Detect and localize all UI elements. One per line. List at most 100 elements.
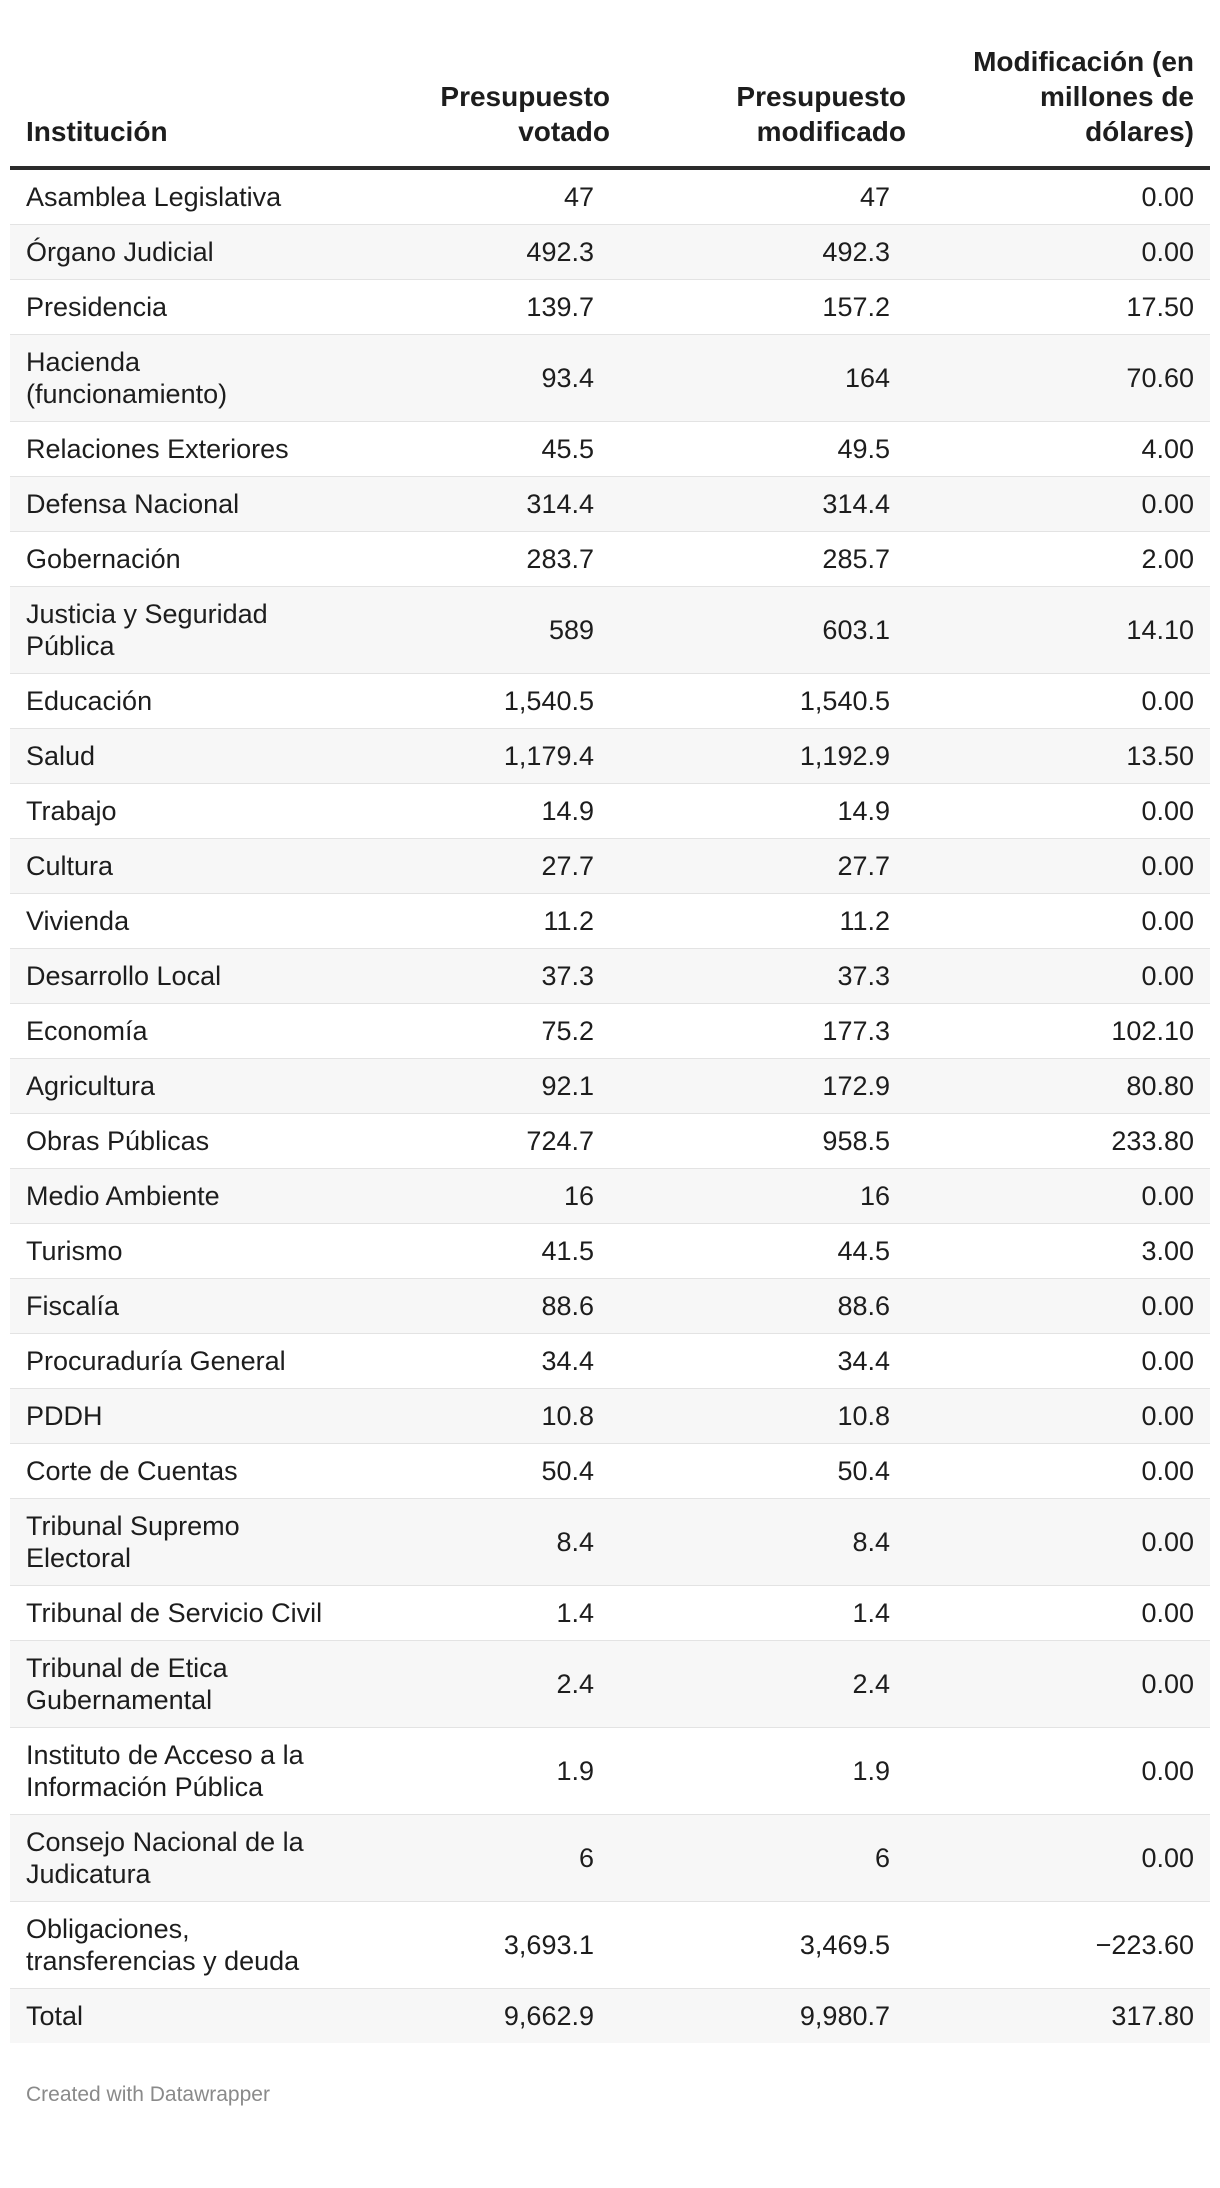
- table-row: Economía 75.2 177.3 102.10: [10, 1003, 1210, 1059]
- cell-presupuesto-modificado: 603.1: [626, 586, 922, 674]
- cell-presupuesto-modificado: 958.5: [626, 1113, 922, 1169]
- table-row: Relaciones Exteriores 45.5 49.5 4.00: [10, 421, 1210, 477]
- table-row: Desarrollo Local 37.3 37.3 0.00: [10, 948, 1210, 1004]
- cell-institucion: PDDH: [10, 1388, 390, 1444]
- cell-institucion: Economía: [10, 1003, 390, 1059]
- institution-name: Asamblea Legislativa: [26, 182, 282, 212]
- institution-name: Relaciones Exteriores: [26, 434, 289, 464]
- table-row: Tribunal de Servicio Civil 1.4 1.4 0.00: [10, 1585, 1210, 1641]
- cell-modificacion: −223.60: [922, 1901, 1210, 1989]
- cell-modificacion: 0.00: [922, 1727, 1210, 1815]
- cell-presupuesto-votado: 1.9: [390, 1727, 626, 1815]
- cell-modificacion: 0.00: [922, 1443, 1210, 1499]
- table-row: Turismo 41.5 44.5 3.00: [10, 1223, 1210, 1279]
- cell-institucion: Fiscalía: [10, 1278, 390, 1334]
- cell-presupuesto-votado: 1,179.4: [390, 728, 626, 784]
- cell-modificacion: 2.00: [922, 531, 1210, 587]
- cell-presupuesto-votado: 724.7: [390, 1113, 626, 1169]
- cell-presupuesto-modificado: 8.4: [626, 1498, 922, 1586]
- cell-presupuesto-votado: 37.3: [390, 948, 626, 1004]
- table-row: Presidencia 139.7 157.2 17.50: [10, 279, 1210, 335]
- cell-institucion: Medio Ambiente: [10, 1168, 390, 1224]
- cell-presupuesto-votado: 8.4: [390, 1498, 626, 1586]
- institution-name: Tribunal Supremo Electoral: [26, 1511, 240, 1573]
- cell-presupuesto-votado: 589: [390, 586, 626, 674]
- table-row: Vivienda 11.2 11.2 0.00: [10, 893, 1210, 949]
- institution-name: Agricultura: [26, 1071, 156, 1101]
- cell-institucion: Gobernación: [10, 531, 390, 587]
- cell-presupuesto-modificado: 177.3: [626, 1003, 922, 1059]
- table-row: Gobernación 283.7 285.7 2.00: [10, 531, 1210, 587]
- institution-name: Consejo Nacional de la Judicatura: [26, 1827, 304, 1889]
- table-row: PDDH 10.8 10.8 0.00: [10, 1388, 1210, 1444]
- cell-modificacion: 0.00: [922, 1585, 1210, 1641]
- cell-modificacion: 0.00: [922, 1498, 1210, 1586]
- institution-name: Fiscalía: [26, 1291, 120, 1321]
- table-row: Instituto de Acceso a la Información Púb…: [10, 1727, 1210, 1815]
- cell-institucion: Trabajo: [10, 783, 390, 839]
- cell-presupuesto-votado: 6: [390, 1814, 626, 1902]
- cell-presupuesto-modificado: 314.4: [626, 476, 922, 532]
- cell-institucion: Turismo: [10, 1223, 390, 1279]
- table-row: Fiscalía 88.6 88.6 0.00: [10, 1278, 1210, 1334]
- table-row: Corte de Cuentas 50.4 50.4 0.00: [10, 1443, 1210, 1499]
- table-row: Consejo Nacional de la Judicatura 6 6 0.00: [10, 1814, 1210, 1902]
- datawrapper-credit[interactable]: Created with Datawrapper: [26, 2083, 270, 2106]
- cell-presupuesto-modificado: 1.4: [626, 1585, 922, 1641]
- table-row: Obras Públicas 724.7 958.5 233.80: [10, 1113, 1210, 1169]
- header-row: Institución Presupuesto votado Presupues…: [10, 0, 1210, 170]
- cell-presupuesto-modificado: 1,540.5: [626, 673, 922, 729]
- budget-table: Institución Presupuesto votado Presupues…: [10, 0, 1210, 2043]
- cell-presupuesto-votado: 14.9: [390, 783, 626, 839]
- institution-name: Hacienda (funcionamiento): [26, 347, 228, 409]
- cell-presupuesto-modificado: 1.9: [626, 1727, 922, 1815]
- institution-name: Cultura: [26, 851, 114, 881]
- cell-institucion: Justicia y Seguridad Pública: [10, 586, 390, 674]
- column-header-presupuesto-modificado[interactable]: Presupuesto modificado: [626, 0, 922, 170]
- cell-presupuesto-votado: 34.4: [390, 1333, 626, 1389]
- cell-presupuesto-modificado: 285.7: [626, 531, 922, 587]
- cell-modificacion: 0.00: [922, 1333, 1210, 1389]
- table-row: Tribunal de Etica Gubernamental 2.4 2.4 0.0…: [10, 1640, 1210, 1728]
- cell-modificacion: 0.00: [922, 224, 1210, 280]
- cell-modificacion: 80.80: [922, 1058, 1210, 1114]
- cell-presupuesto-modificado: 50.4: [626, 1443, 922, 1499]
- column-header-presupuesto-votado[interactable]: Presupuesto votado: [390, 0, 626, 170]
- cell-presupuesto-votado: 3,693.1: [390, 1901, 626, 1989]
- table-row: Obligaciones, transferencias y deuda 3,69…: [10, 1901, 1210, 1989]
- table-row: Medio Ambiente 16 16 0.00: [10, 1168, 1210, 1224]
- cell-modificacion: 0.00: [922, 1640, 1210, 1728]
- institution-name: Tribunal de Servicio Civil: [26, 1598, 323, 1628]
- cell-institucion: Cultura: [10, 838, 390, 894]
- cell-modificacion: 0.00: [922, 783, 1210, 839]
- cell-modificacion: 70.60: [922, 334, 1210, 422]
- column-header-modificacion[interactable]: Modificación (en millones de dólares): [922, 0, 1210, 170]
- table-row: Salud 1,179.4 1,192.9 13.50: [10, 728, 1210, 784]
- cell-institucion: Instituto de Acceso a la Información Púb…: [10, 1727, 390, 1815]
- cell-presupuesto-modificado: 157.2: [626, 279, 922, 335]
- cell-presupuesto-modificado: 37.3: [626, 948, 922, 1004]
- column-header-institucion[interactable]: Institución: [10, 0, 390, 170]
- cell-presupuesto-modificado: 14.9: [626, 783, 922, 839]
- table-row: Procuraduría General 34.4 34.4 0.00: [10, 1333, 1210, 1389]
- cell-modificacion: 0.00: [922, 168, 1210, 225]
- cell-institucion: Consejo Nacional de la Judicatura: [10, 1814, 390, 1902]
- institution-name: Defensa Nacional: [26, 489, 240, 519]
- cell-presupuesto-votado: 11.2: [390, 893, 626, 949]
- cell-modificacion: 0.00: [922, 1278, 1210, 1334]
- cell-institucion: Tribunal de Servicio Civil: [10, 1585, 390, 1641]
- cell-presupuesto-votado: 283.7: [390, 531, 626, 587]
- cell-modificacion: 0.00: [922, 893, 1210, 949]
- cell-presupuesto-votado: 50.4: [390, 1443, 626, 1499]
- cell-modificacion: 0.00: [922, 948, 1210, 1004]
- cell-presupuesto-modificado: 164: [626, 334, 922, 422]
- cell-institucion: Total: [10, 1988, 390, 2043]
- cell-presupuesto-modificado: 16: [626, 1168, 922, 1224]
- institution-name: Tribunal de Etica Gubernamental: [26, 1653, 228, 1715]
- total-row: Total 9,662.9 9,980.7 317.80: [10, 1988, 1210, 2043]
- table-container: Institución Presupuesto votado Presupues…: [10, 0, 1220, 2107]
- cell-modificacion: 317.80: [922, 1988, 1210, 2043]
- cell-presupuesto-votado: 9,662.9: [390, 1988, 626, 2043]
- cell-presupuesto-votado: 16: [390, 1168, 626, 1224]
- cell-presupuesto-modificado: 2.4: [626, 1640, 922, 1728]
